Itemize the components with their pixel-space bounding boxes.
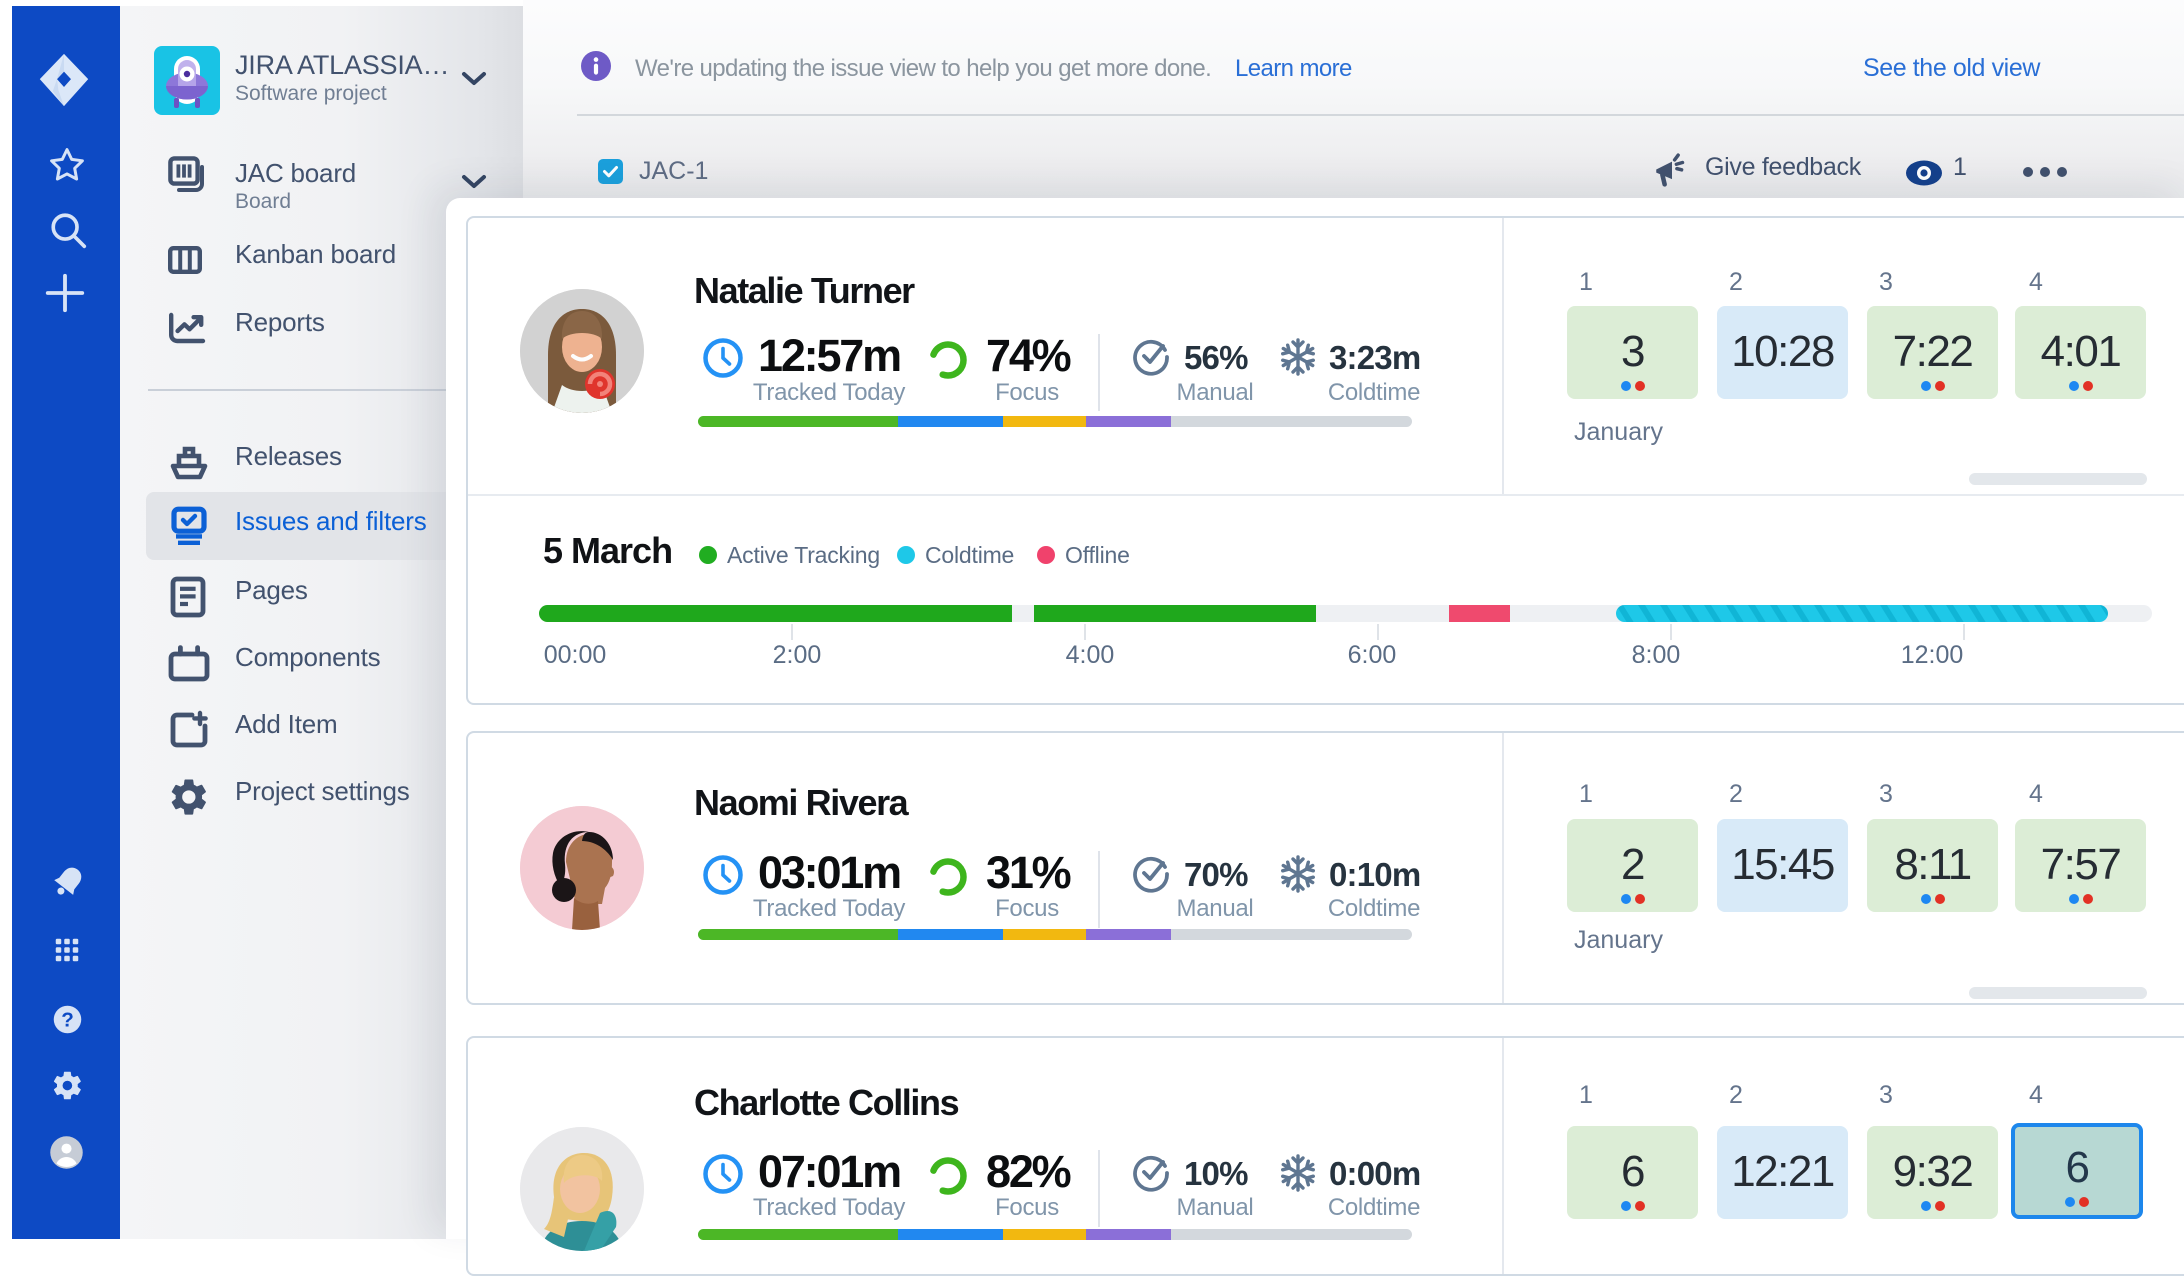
svg-text:?: ? bbox=[61, 1009, 74, 1032]
